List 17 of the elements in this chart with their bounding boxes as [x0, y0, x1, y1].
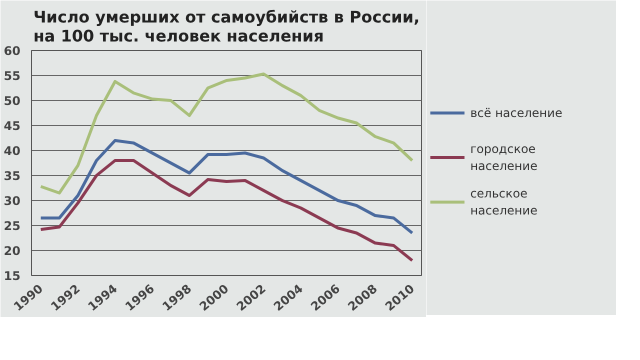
line-series: [39, 72, 414, 194]
y-tick-label: 30: [4, 194, 21, 208]
y-tick-label: 50: [4, 94, 21, 108]
legend-label: сельское население: [470, 186, 538, 218]
legend-label: городское население: [470, 142, 538, 173]
y-tick-label: 20: [4, 244, 21, 258]
y-tick-label: 40: [4, 144, 21, 158]
y-tick-label: 15: [4, 269, 21, 283]
y-tick-label: 25: [4, 219, 21, 233]
line-series: [39, 159, 414, 262]
y-tick-label: 55: [4, 69, 21, 83]
y-tick-label: 35: [4, 169, 21, 183]
chart-title: Число умерших от самоубийств в России, на 100 тыс. человек населения: [33, 8, 420, 46]
y-tick-label: 45: [4, 119, 21, 133]
y-tick-label: 60: [4, 44, 21, 58]
legend-label: всё население: [470, 106, 562, 120]
line-series: [39, 139, 414, 234]
